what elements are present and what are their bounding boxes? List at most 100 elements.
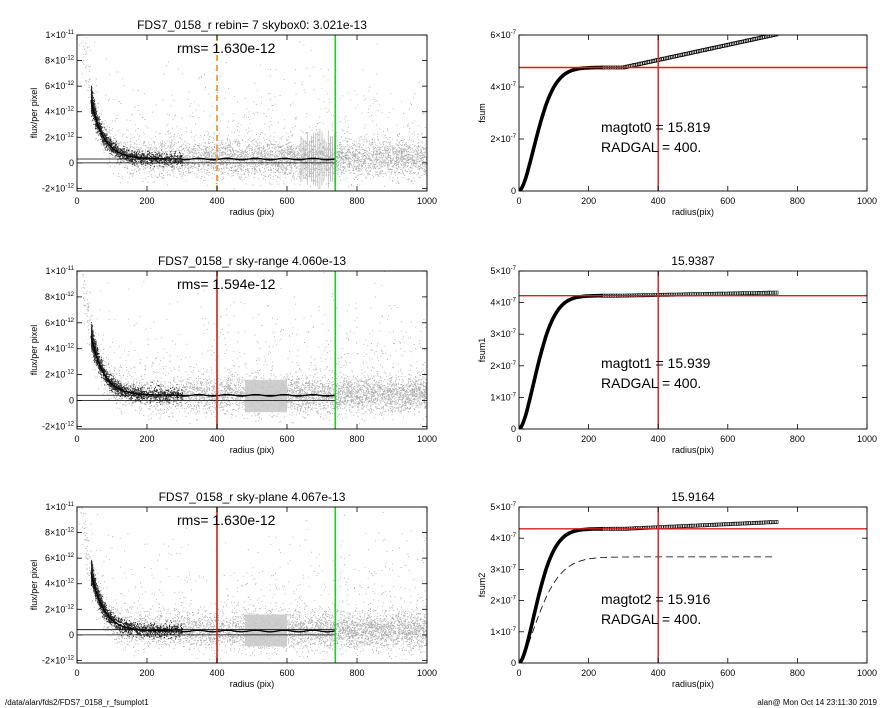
y-tick-label: 3×10-7 [490,329,516,339]
y-tick-label: 3×10-7 [490,564,516,574]
plot-area [519,507,867,663]
y-tick-label: -2×10-12 [42,421,75,431]
x-tick-label: 0 [74,196,79,206]
x-tick-label: 800 [349,196,364,206]
y-tick-label: -2×10-12 [42,183,75,193]
x-tick-label: 600 [720,196,735,206]
y-tick-label: 1×10-11 [45,502,74,512]
panel-6: magtot2 = 15.916 RADGAL = 400. 0 200 400 600 8… [477,490,877,689]
x-tick-label: 600 [279,434,294,444]
y-tick-label: 5×10-7 [490,502,516,512]
y-tick-label: 0 [511,658,516,668]
panel-title: FDS7_0158_r sky-range 4.060e-13 [158,254,346,268]
axes-frame [518,34,868,192]
axes-frame [76,270,428,430]
y-tick-label: 2×10-7 [490,596,516,606]
y-tick-label: 1×10-11 [45,266,74,276]
radgal-annotation: RADGAL = 400. [601,139,701,155]
y-tick-label: 1×10-7 [490,392,516,402]
x-tick-label: 400 [209,668,224,678]
x-tick-label: 0 [74,668,79,678]
growth-curve [519,65,603,191]
axes-frame [76,34,428,192]
x-axis-label: radius (pix) [230,445,275,455]
x-tick-label: 600 [279,668,294,678]
x-tick-label: 200 [139,434,154,444]
panel-4: magtot1 = 15.939 RADGAL = 400. 0 200 400 600 8… [477,254,877,455]
y-axis-label: flux/per pixel [29,88,39,139]
growth-curve [519,293,603,429]
y-tick-label: 6×10-12 [45,81,75,91]
x-tick-label: 200 [581,434,596,444]
y-tick-label: 0 [511,424,516,434]
plot-area [519,271,867,429]
x-tick-label: 600 [720,668,735,678]
y-tick-label: 4×10-7 [490,82,516,92]
plot-area [77,35,427,191]
plot-area [77,271,427,429]
x-tick-label: 1000 [857,668,877,678]
y-tick-label: 2×10-7 [490,361,516,371]
x-tick-label: 800 [790,434,805,444]
y-tick-label: 2×10-12 [45,370,75,380]
footer-user-timestamp: alan@ Mon Oct 14 23:11:30 2019 [757,698,877,707]
y-axis-label: fsum2 [477,573,487,598]
radial-profile-line [90,335,335,397]
magtot-annotation: magtot1 = 15.939 [601,355,711,371]
x-tick-label: 1000 [417,668,437,678]
x-tick-label: 800 [349,434,364,444]
x-axis-label: radius (pix) [230,679,275,689]
y-tick-label: 4×10-12 [45,107,75,117]
y-tick-label: 8×10-12 [45,56,75,66]
magtot-annotation: magtot0 = 15.819 [601,119,711,135]
x-tick-label: 0 [74,434,79,444]
x-axis-label: radius(pix) [672,207,714,217]
y-tick-label: 4×10-7 [490,533,516,543]
x-tick-label: 400 [209,434,224,444]
x-tick-label: 800 [349,668,364,678]
y-tick-label: 4×10-7 [490,298,516,308]
x-tick-label: 400 [651,668,666,678]
panel-title: 15.9164 [671,490,715,504]
magtot-annotation: magtot2 = 15.916 [601,591,711,607]
radgal-annotation: RADGAL = 400. [601,375,701,391]
axes-frame [76,506,428,664]
y-tick-label: 8×10-12 [45,292,75,302]
x-tick-label: 1000 [417,196,437,206]
y-tick-label: 0 [69,396,74,406]
growth-curve [519,527,603,663]
y-tick-label: 2×10-7 [490,134,516,144]
panel-3: rms= 1.594e-12 0 200 400 600 800 1000 1×10-11 8×… [29,254,437,455]
axes-frame [518,506,868,664]
growth-curve-markers [600,290,779,298]
axes-frame [518,270,868,430]
x-axis-label: radius (pix) [230,207,275,217]
panel-2: magtot0 = 15.819 RADGAL = 400. 0 200 400 600 8… [477,30,877,217]
radial-profile-line [90,571,335,633]
y-tick-label: 4×10-12 [45,579,75,589]
x-axis-label: radius(pix) [672,445,714,455]
x-axis-label: radius(pix) [672,679,714,689]
y-tick-label: -2×10-12 [42,655,75,665]
plot-area [519,35,867,191]
x-tick-label: 800 [790,196,805,206]
y-tick-label: 1×10-7 [490,627,516,637]
x-tick-label: 1000 [857,434,877,444]
y-tick-label: 6×10-7 [490,30,516,40]
x-tick-label: 600 [720,434,735,444]
y-tick-label: 8×10-12 [45,528,75,538]
x-tick-label: 400 [209,196,224,206]
radgal-annotation: RADGAL = 400. [601,611,701,627]
x-tick-label: 1000 [857,196,877,206]
x-tick-label: 1000 [417,434,437,444]
x-tick-label: 600 [279,196,294,206]
plot-area [77,507,427,663]
panel-title: FDS7_0158_r sky-plane 4.067e-13 [159,490,346,504]
y-tick-label: 0 [69,158,74,168]
footer-file-path: /data/alan/fds2/FDS7_0158_r_fsumplot1 [5,698,149,707]
y-tick-label: 6×10-12 [45,318,75,328]
growth-curve-markers [600,35,779,70]
panel-title: FDS7_0158_r rebin= 7 skybox0: 3.021e-13 [137,18,367,32]
y-axis-label: flux/per pixel [29,560,39,611]
